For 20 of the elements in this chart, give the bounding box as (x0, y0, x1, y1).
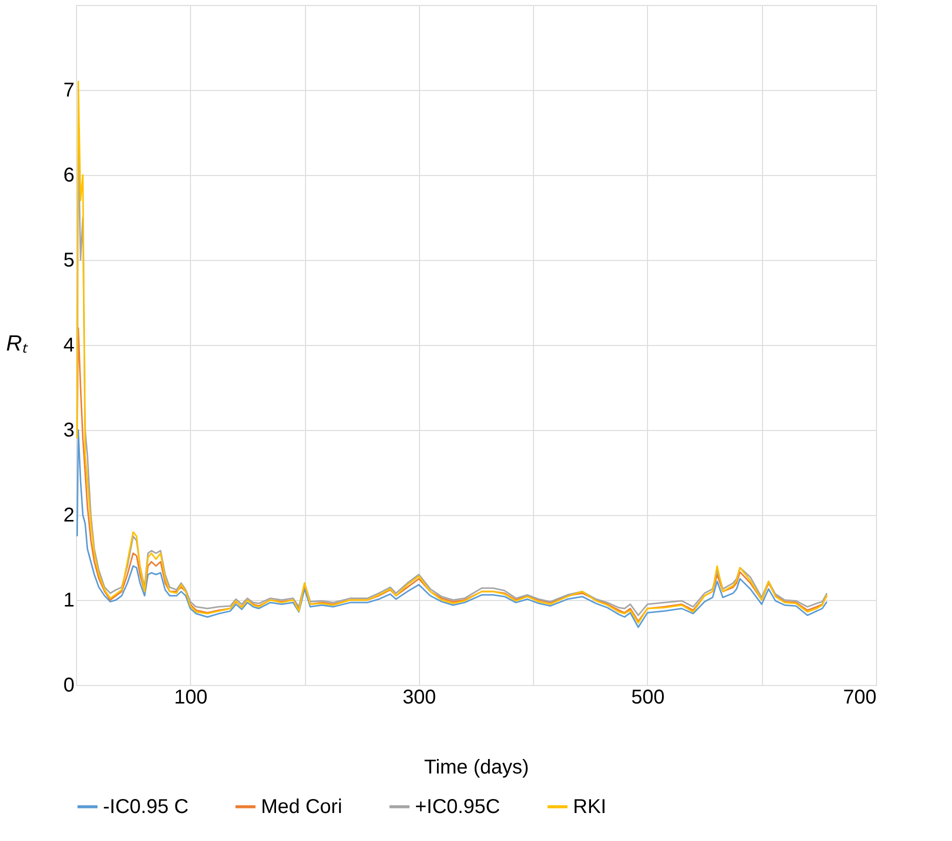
y-tick-label: 4 (63, 334, 74, 356)
x-tick-label: 300 (402, 686, 436, 708)
x-tick-label: 500 (631, 686, 665, 708)
x-axis-title: Time (days) (424, 756, 529, 778)
y-tick-label: 3 (63, 420, 74, 442)
legend-label: +IC0.95C (415, 796, 500, 818)
line-series (76, 429, 828, 628)
y-tick-label: 1 (63, 590, 74, 612)
y-tick-label: 7 (63, 80, 74, 102)
line-series (76, 327, 828, 622)
x-tick-label: 100 (174, 686, 208, 708)
legend-label: RKI (573, 796, 606, 818)
x-tick-label: 700 (843, 686, 876, 708)
y-axis-title: Rₜ (6, 330, 29, 356)
legend-label: -IC0.95 C (103, 796, 189, 818)
y-tick-label: 5 (63, 250, 74, 272)
legend-label: Med Cori (261, 796, 342, 818)
y-tick-label: 0 (63, 674, 74, 696)
y-tick-label: 6 (63, 164, 74, 186)
y-tick-label: 2 (63, 504, 74, 526)
